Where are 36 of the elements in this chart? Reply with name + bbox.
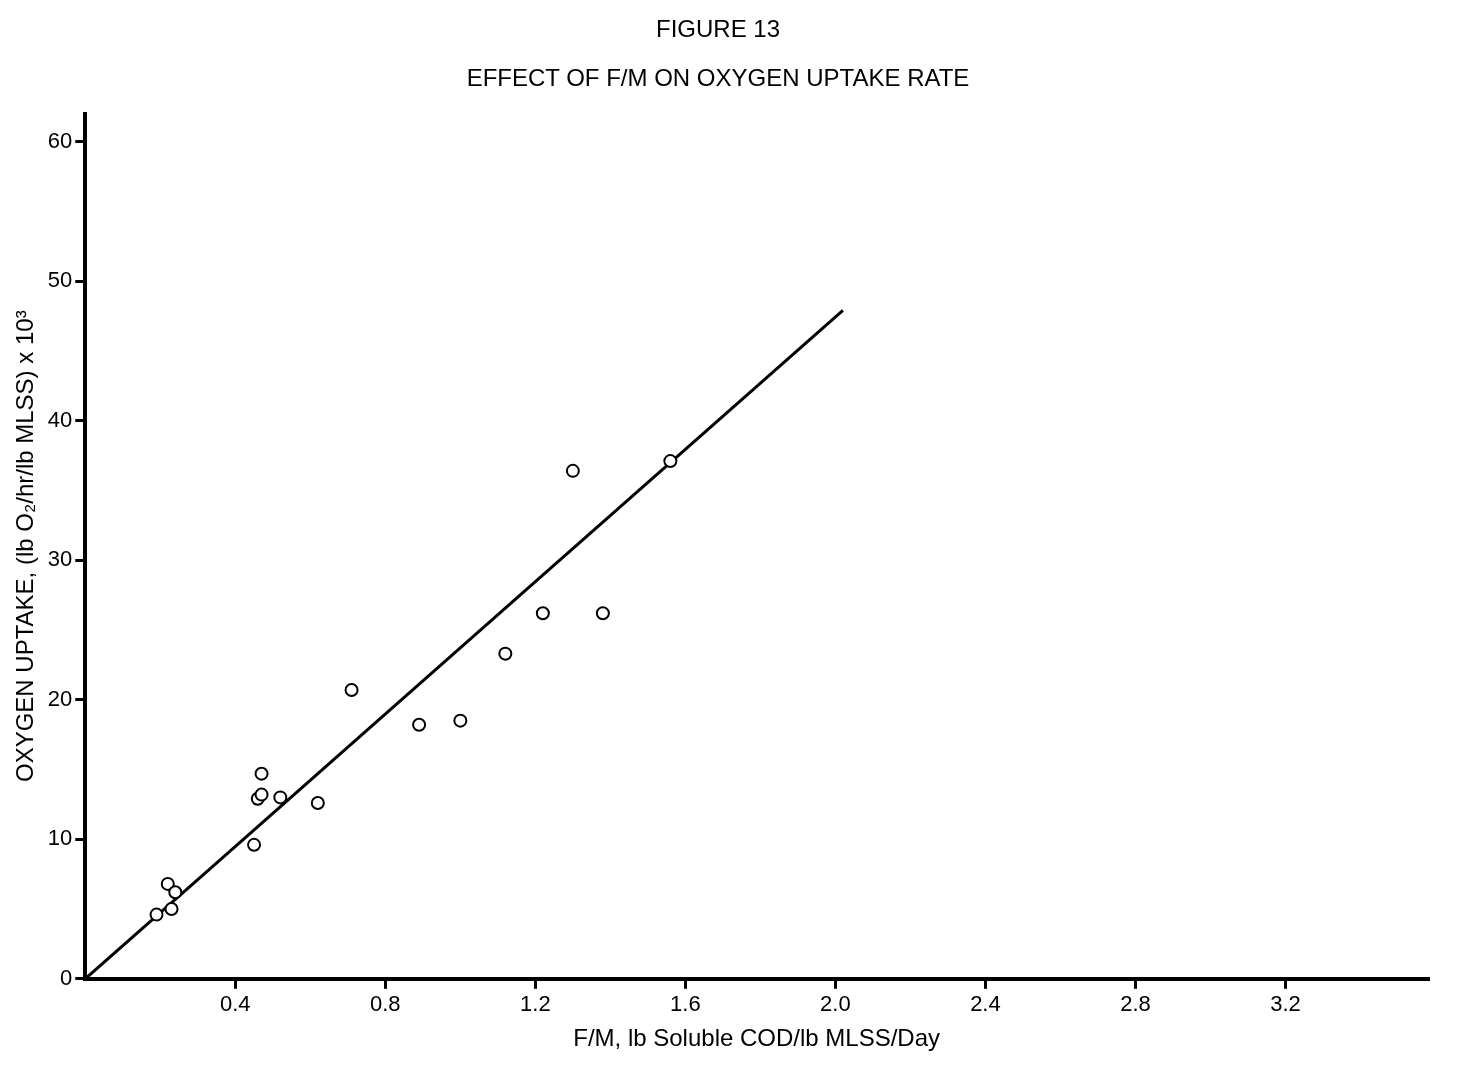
x-tick-label: 2.8: [1120, 991, 1151, 1017]
point: [273, 790, 288, 805]
point: [453, 713, 468, 728]
point: [310, 795, 325, 810]
point: [412, 717, 427, 732]
x-tick-label: 1.6: [670, 991, 701, 1017]
point: [344, 682, 359, 697]
x-axis-title: F/M, lb Soluble COD/lb MLSS/Day: [573, 1024, 941, 1052]
x-tick-label: 2.0: [820, 991, 851, 1017]
point: [160, 876, 175, 891]
chart-subtitle: EFFECT OF F/M ON OXYGEN UPTAKE RATE: [466, 63, 970, 91]
x-tick-label: 3.2: [1270, 991, 1301, 1017]
point: [565, 463, 580, 478]
y-tick-label: 40: [47, 406, 73, 432]
y-tick-label: 20: [47, 685, 73, 711]
point: [149, 907, 164, 922]
point: [168, 885, 183, 900]
x-tick-label: 1.2: [520, 991, 551, 1017]
y-axis-title: OXYGEN UPTAKE, (lb O₂/hr/lb MLSS) x 10³: [11, 310, 39, 783]
y-tick-label: 30: [47, 546, 73, 572]
x-tick-label: 2.4: [970, 991, 1001, 1017]
y-tick-label: 50: [47, 267, 73, 293]
x-tick-label: 0.4: [220, 991, 251, 1017]
point: [247, 837, 262, 852]
point: [164, 902, 179, 917]
point: [254, 766, 269, 781]
chart-title: FIGURE 13: [655, 15, 781, 43]
y-tick-label: 10: [47, 825, 73, 851]
point: [254, 787, 269, 802]
point: [498, 646, 513, 661]
point: [535, 606, 550, 621]
y-tick-label: 0: [60, 964, 73, 990]
y-tick-label: 60: [47, 127, 73, 153]
point: [595, 606, 610, 621]
point: [663, 454, 678, 469]
x-tick-label: 0.8: [370, 991, 401, 1017]
